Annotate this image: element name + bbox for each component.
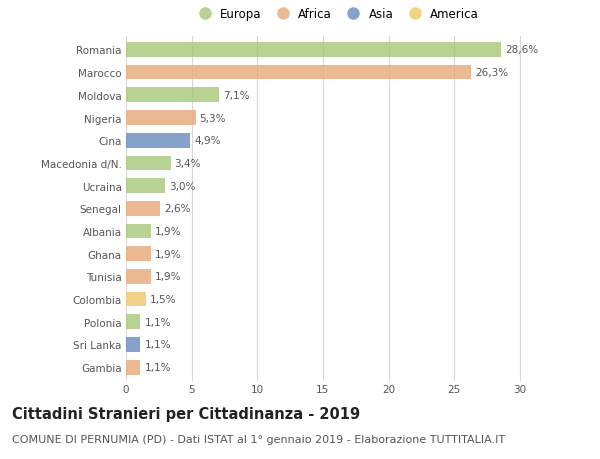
Bar (126, 179, 166, 194)
Text: 1,1%: 1,1% (145, 340, 171, 350)
Text: COMUNE DI PERNUMIA (PD) - Dati ISTAT al 1° gennaio 2019 - Elaborazione TUTTITALI: COMUNE DI PERNUMIA (PD) - Dati ISTAT al … (12, 434, 505, 444)
Bar (126, 111, 196, 126)
Bar (126, 134, 190, 148)
Text: 7,1%: 7,1% (223, 90, 250, 101)
Text: 3,4%: 3,4% (175, 158, 201, 168)
Text: 4,9%: 4,9% (194, 136, 221, 146)
Bar (126, 337, 140, 352)
Bar (126, 247, 151, 262)
Bar (126, 66, 471, 80)
Bar (126, 202, 160, 216)
Text: 5,3%: 5,3% (199, 113, 226, 123)
Text: 1,5%: 1,5% (149, 294, 176, 304)
Text: 1,9%: 1,9% (155, 226, 181, 236)
Text: 1,9%: 1,9% (155, 272, 181, 282)
Text: 2,6%: 2,6% (164, 204, 191, 214)
Text: 28,6%: 28,6% (505, 45, 538, 55)
Legend: Europa, Africa, Asia, America: Europa, Africa, Asia, America (193, 8, 479, 21)
Bar (126, 88, 219, 103)
Bar (126, 156, 170, 171)
Bar (126, 292, 146, 307)
Bar (126, 269, 151, 284)
Text: 26,3%: 26,3% (475, 68, 508, 78)
Text: 3,0%: 3,0% (169, 181, 196, 191)
Bar (126, 315, 140, 330)
Text: 1,1%: 1,1% (145, 317, 171, 327)
Text: 1,1%: 1,1% (145, 363, 171, 372)
Text: Cittadini Stranieri per Cittadinanza - 2019: Cittadini Stranieri per Cittadinanza - 2… (12, 406, 360, 421)
Bar (126, 43, 502, 58)
Bar (126, 224, 151, 239)
Bar (126, 360, 140, 375)
Text: 1,9%: 1,9% (155, 249, 181, 259)
